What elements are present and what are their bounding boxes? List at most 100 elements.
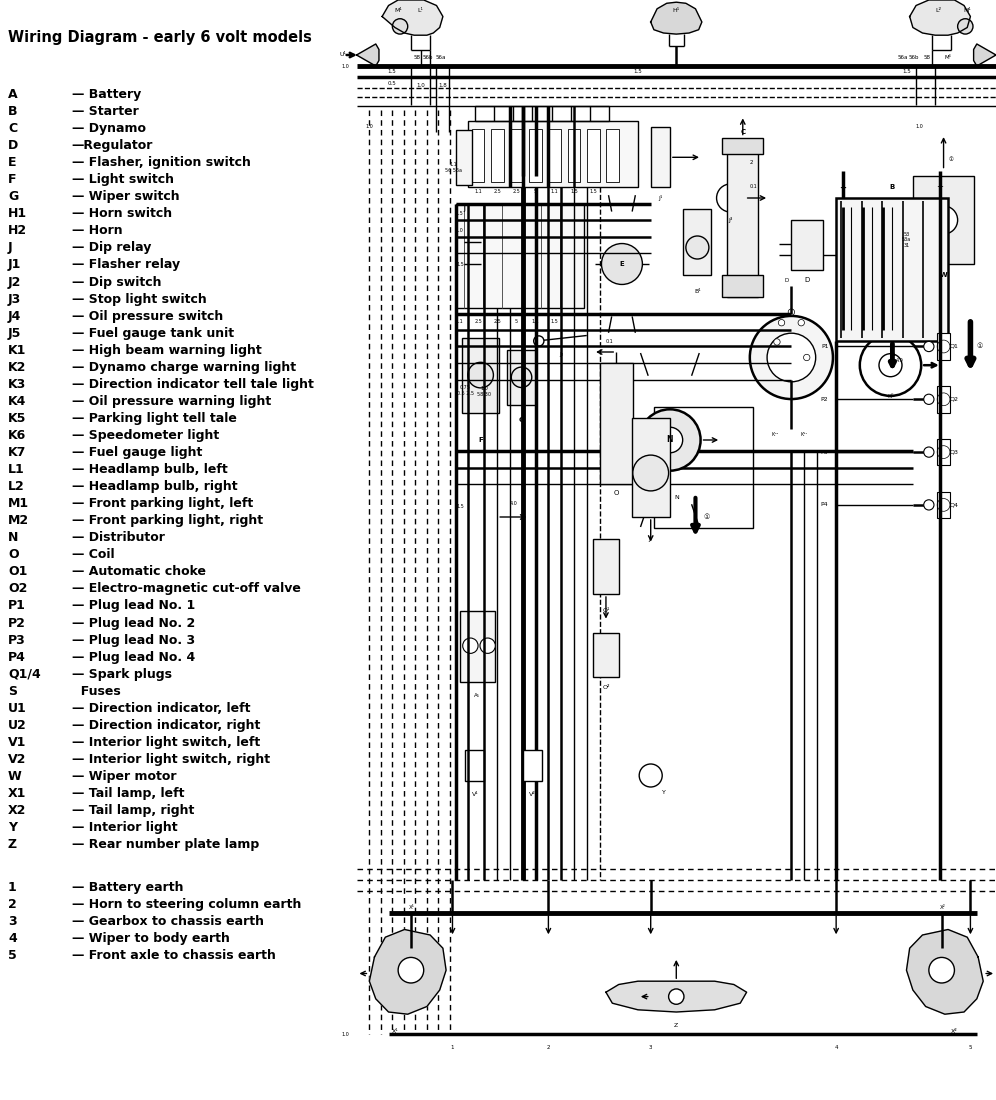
Text: A: A (8, 88, 18, 101)
Bar (727, 143, 758, 297)
Bar (507, 350, 536, 405)
Text: X2: X2 (8, 804, 26, 817)
Circle shape (511, 367, 532, 387)
Text: L¹: L¹ (417, 9, 423, 13)
Text: K3: K3 (8, 377, 26, 390)
Bar (631, 418, 670, 517)
Text: — Plug lead No. 2: — Plug lead No. 2 (72, 616, 195, 629)
Text: M¹: M¹ (394, 9, 402, 13)
Text: J³: J³ (728, 217, 733, 223)
Bar (682, 209, 711, 275)
Text: K4: K4 (8, 395, 26, 408)
Text: Y: Y (8, 821, 17, 834)
Circle shape (686, 236, 709, 258)
Text: — Gearbox to chassis earth: — Gearbox to chassis earth (72, 915, 264, 928)
Text: 5: 5 (8, 949, 17, 962)
Bar (722, 138, 763, 154)
Text: U2: U2 (8, 718, 27, 732)
Circle shape (923, 394, 934, 405)
Text: 1.5: 1.5 (456, 504, 464, 508)
Circle shape (639, 764, 662, 786)
Text: 2.5: 2.5 (493, 189, 501, 194)
Bar (937, 492, 950, 518)
Text: L2: L2 (8, 480, 25, 493)
Bar (913, 176, 974, 264)
Text: K6: K6 (8, 429, 26, 442)
Text: 2: 2 (8, 898, 17, 911)
Text: — Front parking light, right: — Front parking light, right (72, 514, 263, 527)
Text: D: D (8, 139, 18, 152)
Text: P2: P2 (8, 616, 26, 629)
Text: K⁵⁷: K⁵⁷ (801, 432, 808, 437)
Circle shape (602, 243, 642, 285)
Text: — Interior light switch, right: — Interior light switch, right (72, 752, 270, 766)
Circle shape (798, 319, 805, 326)
Circle shape (632, 455, 668, 491)
Text: X1: X1 (8, 786, 26, 800)
Text: — Interior light switch, left: — Interior light switch, left (72, 736, 260, 749)
Text: — Horn to steering column earth: — Horn to steering column earth (72, 898, 301, 911)
Bar (722, 275, 763, 297)
Circle shape (929, 206, 957, 234)
Text: — Wiper switch: — Wiper switch (72, 190, 179, 204)
Bar (654, 407, 753, 528)
Text: M1: M1 (8, 497, 29, 510)
Text: J₂: J₂ (559, 352, 564, 356)
Text: O2: O2 (8, 582, 27, 595)
Text: J: J (463, 206, 465, 212)
Text: W: W (939, 272, 947, 278)
Text: Z: Z (674, 1023, 678, 1027)
Text: J4: J4 (8, 309, 21, 322)
Bar (650, 126, 670, 187)
Text: F: F (8, 173, 17, 186)
Text: — Oil pressure switch: — Oil pressure switch (72, 309, 223, 322)
Circle shape (480, 638, 495, 653)
Text: — Starter: — Starter (72, 104, 138, 118)
Text: — Tail lamp, right: — Tail lamp, right (72, 804, 194, 817)
Text: — Dynamo: — Dynamo (72, 122, 145, 135)
Text: U1: U1 (8, 702, 27, 715)
Circle shape (860, 334, 921, 396)
Circle shape (804, 354, 810, 361)
Text: E: E (8, 156, 17, 169)
Polygon shape (357, 44, 378, 66)
Polygon shape (382, 0, 443, 35)
Circle shape (392, 19, 407, 34)
Text: — Flasher relay: — Flasher relay (72, 258, 180, 272)
Text: — Horn switch: — Horn switch (72, 207, 172, 220)
Circle shape (879, 354, 902, 376)
Text: N: N (8, 531, 18, 544)
Text: B: B (8, 104, 18, 118)
Circle shape (923, 447, 934, 458)
Text: — Coil: — Coil (72, 548, 115, 561)
Polygon shape (370, 930, 446, 1014)
Text: 4: 4 (8, 932, 17, 945)
Circle shape (657, 427, 682, 453)
Text: — Horn: — Horn (72, 224, 123, 238)
Text: N: N (666, 436, 673, 444)
Polygon shape (906, 930, 983, 1014)
Text: — Direction indicator, right: — Direction indicator, right (72, 718, 260, 732)
Text: — Plug lead No. 1: — Plug lead No. 1 (72, 600, 195, 613)
Text: L²: L² (935, 9, 941, 13)
Text: ①: ① (977, 343, 983, 350)
Text: G: G (8, 190, 18, 204)
Text: G: G (519, 417, 525, 424)
Text: 1.5: 1.5 (456, 262, 464, 266)
Text: H2: H2 (8, 224, 27, 238)
Polygon shape (650, 2, 702, 34)
Text: 5: 5 (515, 319, 518, 323)
Text: J⁵: J⁵ (648, 536, 652, 542)
Text: M¹: M¹ (963, 9, 971, 13)
Text: — Speedometer light: — Speedometer light (72, 429, 219, 442)
Text: J2: J2 (8, 275, 21, 288)
Bar (472, 129, 484, 182)
Text: K1: K1 (8, 343, 26, 356)
Bar (594, 539, 619, 594)
Text: — Dip relay: — Dip relay (72, 241, 151, 254)
Text: Q1: Q1 (950, 344, 959, 349)
Text: O²: O² (603, 685, 610, 690)
Text: 1.1: 1.1 (532, 319, 540, 323)
Text: Q2: Q2 (950, 397, 959, 401)
Text: 2.5: 2.5 (513, 189, 520, 194)
